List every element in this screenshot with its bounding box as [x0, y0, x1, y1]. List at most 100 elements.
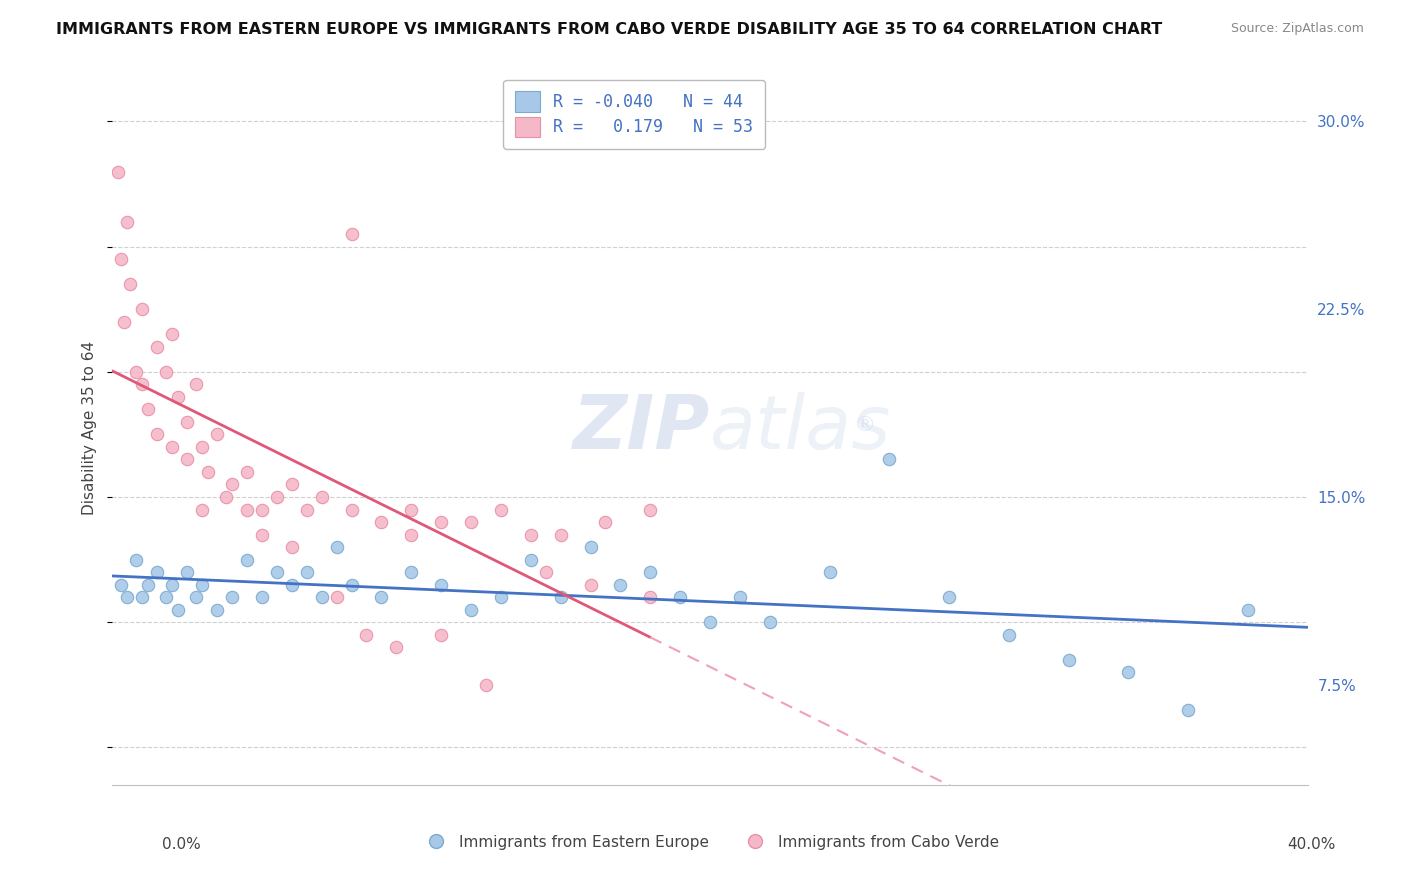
Point [534, 565, 557, 579]
Point [146, 565, 169, 579]
Point [281, 477, 304, 491]
Text: 40.0%: 40.0% [1288, 837, 1336, 852]
Point [295, 502, 318, 516]
Point [186, 590, 208, 604]
Point [640, 590, 662, 604]
Point [311, 590, 333, 604]
Point [191, 440, 214, 454]
Point [460, 603, 482, 617]
Point [579, 540, 602, 554]
Point [215, 490, 238, 504]
Point [340, 502, 363, 516]
Point [138, 577, 160, 591]
Point [176, 565, 198, 579]
Point [221, 477, 243, 491]
Point [117, 214, 139, 228]
Point [998, 628, 1021, 642]
Point [250, 527, 273, 541]
Point [120, 277, 142, 292]
Point [162, 327, 183, 342]
Point [370, 515, 392, 529]
Point [325, 540, 347, 554]
Point [938, 590, 960, 604]
Point [1057, 653, 1080, 667]
Point [167, 603, 190, 617]
Point [176, 415, 198, 429]
Point [250, 502, 273, 516]
Point [460, 515, 482, 529]
Point [167, 390, 190, 404]
Point [162, 577, 183, 591]
Point [370, 590, 392, 604]
Point [475, 678, 498, 692]
Point [295, 565, 318, 579]
Text: IMMIGRANTS FROM EASTERN EUROPE VS IMMIGRANTS FROM CABO VERDE DISABILITY AGE 35 T: IMMIGRANTS FROM EASTERN EUROPE VS IMMIGR… [56, 22, 1163, 37]
Point [155, 590, 177, 604]
Point [236, 502, 259, 516]
Point [186, 377, 208, 392]
Point [489, 502, 512, 516]
Point [131, 302, 153, 317]
Point [385, 640, 408, 655]
Point [146, 427, 169, 442]
Point [401, 527, 423, 541]
Point [107, 164, 129, 178]
Point [311, 490, 333, 504]
Point [699, 615, 721, 630]
Point [138, 402, 160, 417]
Point [340, 227, 363, 241]
Point [110, 577, 132, 591]
Point [579, 577, 602, 591]
Point [640, 565, 662, 579]
Point [759, 615, 782, 630]
Point [197, 465, 219, 479]
Point [131, 590, 153, 604]
Text: 0.0%: 0.0% [162, 837, 201, 852]
Point [595, 515, 617, 529]
Point [879, 452, 901, 467]
Point [236, 465, 259, 479]
Point [125, 365, 148, 379]
Point [221, 590, 243, 604]
Point [430, 577, 453, 591]
Point [281, 540, 304, 554]
Point [401, 502, 423, 516]
Point [125, 552, 148, 566]
Point [1118, 665, 1140, 680]
Point [236, 552, 259, 566]
Point [430, 515, 453, 529]
Point [818, 565, 841, 579]
Point [117, 590, 139, 604]
Point [155, 365, 177, 379]
Point [205, 427, 228, 442]
Point [520, 552, 543, 566]
Point [250, 590, 273, 604]
Point [205, 603, 228, 617]
Point [489, 590, 512, 604]
Text: Source: ZipAtlas.com: Source: ZipAtlas.com [1230, 22, 1364, 36]
Point [550, 527, 572, 541]
Point [1237, 603, 1260, 617]
Text: ZIP: ZIP [572, 392, 710, 465]
Point [176, 452, 198, 467]
Point [669, 590, 692, 604]
Point [430, 628, 453, 642]
Point [1177, 703, 1199, 717]
Point [266, 565, 288, 579]
Point [325, 590, 347, 604]
Point [356, 628, 378, 642]
Point [191, 502, 214, 516]
Y-axis label: Disability Age 35 to 64: Disability Age 35 to 64 [82, 341, 97, 516]
Point [401, 565, 423, 579]
Point [114, 315, 135, 329]
Point [550, 590, 572, 604]
Point [340, 577, 363, 591]
Point [191, 577, 214, 591]
Text: atlas: atlas [710, 392, 891, 464]
Point [266, 490, 288, 504]
Point [609, 577, 631, 591]
Point [162, 440, 183, 454]
Legend: Immigrants from Eastern Europe, Immigrants from Cabo Verde: Immigrants from Eastern Europe, Immigran… [415, 829, 1005, 855]
Point [146, 340, 169, 354]
Text: ®: ® [853, 415, 876, 434]
